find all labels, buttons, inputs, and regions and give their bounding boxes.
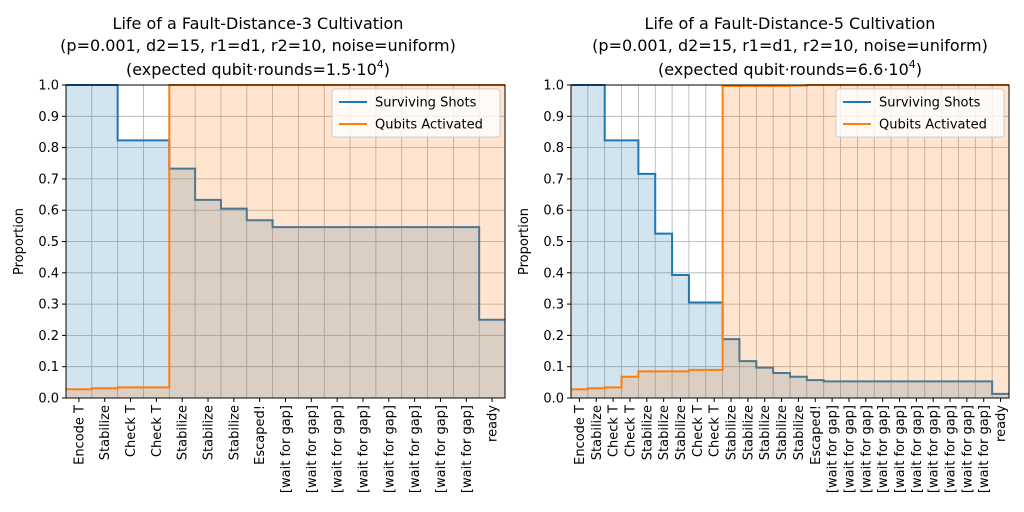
chart-title-line-1: Life of a Fault-Distance-5 Cultivation: [645, 14, 936, 33]
y-tick-label: 0.4: [543, 266, 564, 281]
chart-title-line-3: (expected qubit·rounds=1.5·104): [126, 58, 390, 79]
y-tick-label: 0.3: [543, 298, 564, 313]
y-tick-label: 0.3: [38, 298, 59, 313]
x-tick-label: [wait for gap]: [876, 405, 891, 493]
x-tick-label: Stabilize: [741, 405, 756, 460]
x-tick-label: [wait for gap]: [944, 405, 959, 493]
x-tick-label: Stabilize: [758, 405, 773, 460]
x-tick-label: Stabilize: [590, 405, 605, 460]
x-tick-label: [wait for gap]: [859, 405, 874, 493]
x-tick-label: Stabilize: [227, 405, 242, 460]
x-tick-label: [wait for gap]: [331, 405, 346, 493]
x-tick-label: [wait for gap]: [910, 405, 925, 493]
y-tick-label: 0.6: [38, 204, 59, 219]
x-tick-label: [wait for gap]: [279, 405, 294, 493]
x-tick-label: [wait for gap]: [893, 405, 908, 493]
y-tick-label: 0.7: [543, 172, 564, 187]
x-tick-label: [wait for gap]: [842, 405, 857, 493]
chart-1: Life of a Fault-Distance-3 Cultivation (p…: [12, 14, 506, 493]
x-tick-label: Check T: [150, 405, 165, 457]
legend-box: [331, 88, 501, 138]
legend: Surviving Shots Qubits Activated: [331, 88, 501, 138]
x-tick-label: [wait for gap]: [408, 405, 423, 493]
legend-box: [835, 88, 1005, 138]
x-tick-label: Stabilize: [202, 405, 217, 460]
x-tick-label: [wait for gap]: [434, 405, 449, 493]
series-line-surviving-shots: [66, 84, 505, 321]
y-tick-label: 0.0: [38, 392, 59, 407]
x-tick-label: Check T: [623, 405, 638, 457]
x-tick-label: [wait for gap]: [826, 405, 841, 493]
y-tick-label: 0.7: [38, 172, 59, 187]
chart-title-line-3: (expected qubit·rounds=6.6·104): [658, 58, 922, 79]
legend: Surviving Shots Qubits Activated: [835, 88, 1005, 138]
x-tick-label: Encode T: [573, 405, 588, 465]
title-expected-prefix: (expected qubit·rounds=1.5·10: [126, 60, 377, 79]
x-tick-label: Check T: [708, 405, 723, 457]
x-tick-label: ready: [486, 405, 501, 442]
x-tick-label: Stabilize: [725, 405, 740, 460]
y-tick-label: 0.1: [38, 360, 59, 375]
x-tick-label: Check T: [607, 405, 622, 457]
title-exponent: 4: [909, 58, 916, 71]
x-tick-label: Encode T: [72, 405, 87, 465]
chart-2: Life of a Fault-Distance-5 Cultivation (p…: [517, 14, 1010, 493]
y-tick-label: 0.1: [543, 360, 564, 375]
x-tick-label: [wait for gap]: [382, 405, 397, 493]
y-tick-label: 0.0: [543, 392, 564, 407]
series-area-surviving-shots: [66, 85, 505, 398]
x-tick-label: Stabilize: [792, 405, 807, 460]
series-area-qubits-activated: [66, 85, 505, 398]
legend-label-surviving-shots: Surviving Shots: [879, 96, 981, 111]
x-tick-label: [wait for gap]: [977, 405, 992, 493]
x-tick-label: Stabilize: [657, 405, 672, 460]
y-tick-label: 1.0: [38, 79, 59, 94]
y-tick-label: 0.9: [543, 110, 564, 125]
x-tick-label: Stabilize: [775, 405, 790, 460]
x-tick-label: Escaped!: [253, 405, 268, 465]
x-tick-label: Escaped!: [809, 405, 824, 465]
y-tick-label: 0.9: [38, 110, 59, 125]
x-tick-label: Check T: [124, 405, 139, 457]
x-tick-label: [wait for gap]: [460, 405, 475, 493]
series-area-surviving-shots: [571, 85, 1009, 398]
x-tick-label: Stabilize: [640, 405, 655, 460]
y-tick-label: 0.8: [543, 141, 564, 156]
legend-label-qubits-activated: Qubits Activated: [879, 118, 987, 133]
title-expected-suffix: ): [916, 60, 922, 79]
x-tick-label: [wait for gap]: [356, 405, 371, 493]
title-exponent: 4: [377, 58, 384, 71]
y-tick-label: 0.8: [38, 141, 59, 156]
chart-title-line-2: (p=0.001, d2=15, r1=d1, r2=10, noise=uni…: [60, 36, 456, 55]
legend-label-qubits-activated: Qubits Activated: [375, 118, 483, 133]
title-expected-prefix: (expected qubit·rounds=6.6·10: [658, 60, 909, 79]
series-line-surviving-shots: [571, 84, 1009, 395]
x-tick-label: Stabilize: [176, 405, 191, 460]
y-tick-label: 0.2: [543, 329, 564, 344]
chart-title-line-2: (p=0.001, d2=15, r1=d1, r2=10, noise=uni…: [592, 36, 988, 55]
x-tick-label: Stabilize: [674, 405, 689, 460]
y-tick-label: 0.6: [543, 204, 564, 219]
x-tick-label: [wait for gap]: [305, 405, 320, 493]
x-tick-label: Stabilize: [98, 405, 113, 460]
y-axis-label: Proportion: [12, 208, 27, 275]
y-tick-label: 0.5: [38, 235, 59, 250]
x-tick-label: Check T: [691, 405, 706, 457]
x-tick-label: ready: [994, 405, 1009, 442]
chart-title-line-1: Life of a Fault-Distance-3 Cultivation: [113, 14, 404, 33]
y-axis-label: Proportion: [517, 208, 532, 275]
series-area-qubits-activated: [571, 85, 1009, 398]
x-tick-label: [wait for gap]: [927, 405, 942, 493]
legend-label-surviving-shots: Surviving Shots: [375, 96, 477, 111]
y-tick-label: 0.5: [543, 235, 564, 250]
title-expected-suffix: ): [384, 60, 390, 79]
y-tick-label: 0.2: [38, 329, 59, 344]
x-tick-label: [wait for gap]: [960, 405, 975, 493]
y-tick-label: 0.4: [38, 266, 59, 281]
y-tick-label: 1.0: [543, 79, 564, 94]
